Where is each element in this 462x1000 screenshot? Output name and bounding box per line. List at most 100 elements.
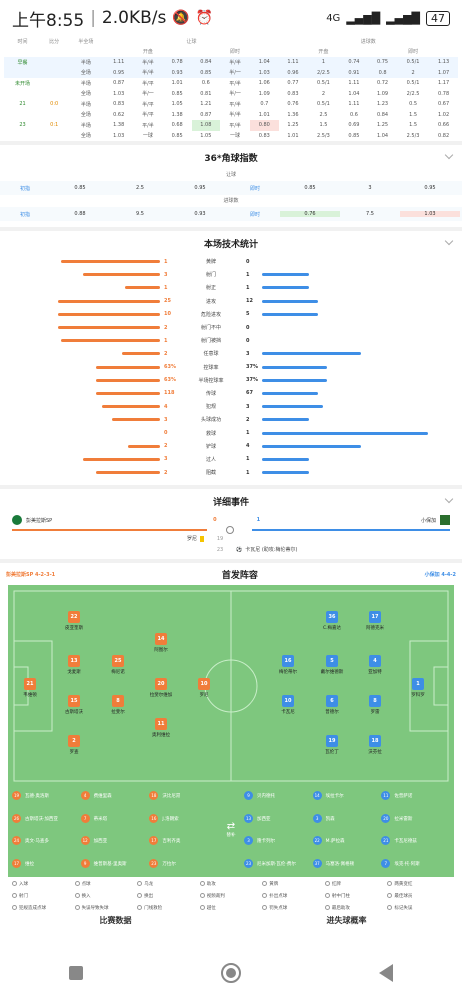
odds-cell: 0.78 (171, 59, 183, 66)
player[interactable]: 4 亚加特 (360, 655, 390, 675)
player-name: 皮亚奎斯 (65, 626, 83, 632)
stat-bar-away (262, 391, 318, 395)
odds-cell: 全场 (80, 112, 91, 119)
sub-player[interactable]: 12 加西亚 (80, 836, 150, 851)
sub-name: 马塞洛·佩格顿 (325, 861, 355, 867)
corner-header[interactable]: 36*角球指数 (0, 145, 462, 169)
player[interactable]: 36 C.梅嘉达 (317, 611, 347, 631)
sub-player[interactable]: 13 加西亚 (244, 813, 313, 829)
player[interactable]: 8 拉斐尔 (103, 695, 133, 715)
events-title: 详细事件 (212, 497, 249, 508)
sub-player[interactable]: 9 维普斯基·里奥斯 (80, 858, 150, 874)
player[interactable]: 20 拉斐尔维加 (146, 678, 176, 698)
player[interactable]: 13 戈麦斯 (59, 655, 89, 675)
player[interactable]: 19 瓦伦丁 (317, 735, 347, 755)
odds-cell: 1.25 (376, 122, 389, 129)
table-row[interactable]: 全场 1.03 一球 0.85 1.05 一球 0.83 1.01 2.5/3 0.85 1.04 2… (4, 131, 458, 142)
player[interactable]: 22 皮亚奎斯 (59, 611, 89, 631)
odds-cell: 0.83 (113, 101, 125, 108)
chevron-down-icon[interactable] (444, 150, 454, 160)
home-button[interactable] (221, 963, 241, 983)
player[interactable]: 10 卡瓦尼 (273, 695, 303, 715)
shirt-icon: 1 (412, 678, 424, 691)
legend-label: 红牌 (331, 882, 341, 888)
sub-player[interactable]: 17 吉利齐奥 (149, 836, 218, 851)
sub-player[interactable]: 3 隆卡列尔 (244, 836, 313, 851)
player[interactable]: 15 古斯塔沃 (59, 695, 89, 715)
sub-player[interactable]: 16 J.洛朗索 (149, 813, 218, 829)
sub-player[interactable]: 22 M.萨拉森 (312, 836, 382, 851)
player[interactable]: 25 梅尼诺 (103, 655, 133, 675)
sub-player[interactable]: 11 佐普萨诺 (381, 791, 450, 806)
chevron-down-icon[interactable] (444, 236, 454, 246)
sub-player[interactable]: 18 沃比尼昂 (149, 791, 218, 806)
player[interactable]: 1 罗科罗 (403, 678, 433, 698)
sub-player[interactable]: 37 马塞洛·佩格顿 (312, 858, 382, 874)
player-name: 戴尔维德斯 (320, 670, 344, 676)
player[interactable]: 8 罗雷 (360, 695, 390, 715)
corner-goals-row: 初指 0.88 9.5 0.93 即时 0.76 7.5 1.03 (0, 207, 462, 221)
player[interactable]: 10 罗尼 (189, 678, 219, 698)
sub-player[interactable]: 14 埃拉卡尔 (312, 791, 382, 806)
odds-cell: 1.04 (348, 90, 360, 97)
player[interactable]: 21 韦维顿 (15, 678, 45, 698)
sub-player[interactable]: 3 凯森 (312, 813, 382, 829)
odds-header: 进球数 (360, 38, 376, 45)
stat-bar-home (128, 444, 160, 448)
odds-cell (4, 89, 41, 100)
odds-cell: 全场 (80, 133, 91, 140)
stat-away-value: 5 (246, 311, 250, 318)
player[interactable]: 5 戴尔维德斯 (317, 655, 347, 675)
player-name: 罗尼 (199, 693, 209, 699)
table-row[interactable]: 未开场 半场 0.87 半/平 1.01 0.6 平/半 1.06 0.77 0.5/1 1.11 0… (4, 78, 458, 89)
sub-player[interactable]: 7 蒂米塔 (80, 813, 150, 829)
odds-cell: 0.62 (113, 111, 125, 118)
sub-player[interactable]: 21 卡瓦尼德兹 (381, 836, 450, 851)
sub-player[interactable]: 26 古斯塔沃·加西亚 (12, 813, 81, 829)
stats-header[interactable]: 本场技术统计 (0, 231, 462, 255)
sub-player[interactable]: 20 拉米雷斯 (381, 813, 450, 829)
odds-cell: 1.36 (287, 111, 299, 118)
odds-cell: 0.5/1 (317, 80, 330, 87)
table-row[interactable]: 23 0:1 半场 1.38 平/半 0.68 1.08 平/半 0.80 1.25 1.5 0.69… (4, 120, 458, 131)
sub-player[interactable]: 19 瓦德·奥洛斯 (12, 791, 81, 806)
sub-name: M.萨拉森 (325, 839, 345, 845)
player[interactable]: 6 普德尔 (317, 695, 347, 715)
player[interactable]: 2 罗查 (59, 735, 89, 755)
legend-item: 扑出点球 (262, 893, 325, 899)
odds-cell: 半/平 (142, 112, 154, 119)
table-row[interactable]: 全场 0.95 半/半 0.93 0.85 半/一 1.03 0.96 2/2.5 0.91 0.8… (4, 67, 458, 78)
tab-match-data[interactable]: 比赛数据 (99, 916, 132, 926)
sub-player[interactable]: 9 贝内德托 (244, 791, 313, 806)
table-row[interactable]: 早餐 半场 1.11 半/半 0.78 0.84 半/半 1.04 1.11 1 0.74 0.75 0… (4, 57, 458, 68)
odds-cell: 0:1 (50, 122, 59, 129)
sub-player[interactable]: 4 费维里森 (80, 791, 150, 806)
odds-cell: 0.91 (348, 69, 360, 76)
table-row[interactable]: 21 0:0 半场 0.83 半/平 1.05 1.21 平/半 0.7 0.76 0.5/1 1.1… (4, 99, 458, 110)
player[interactable]: 14 阿图尔 (146, 633, 176, 653)
sub-player[interactable]: 7 埃克·托·阿斯 (381, 858, 450, 874)
label: 即时 (249, 211, 260, 218)
odds-cell: 0:0 (50, 101, 59, 108)
back-button[interactable] (379, 964, 393, 982)
stat-away-value: 4 (246, 443, 250, 450)
sub-name: 万拉尔 (162, 861, 176, 867)
player[interactable]: 17 阿德克米 (360, 611, 390, 631)
odds-cell: 23 (19, 122, 26, 129)
sub-player[interactable]: 23 万拉尔 (149, 858, 218, 874)
stat-name: 危险进攻 (200, 311, 221, 318)
sub-player[interactable]: 24 奥文·马查多 (12, 836, 81, 851)
chevron-down-icon[interactable] (444, 494, 454, 504)
recent-apps-button[interactable] (69, 966, 83, 980)
table-row[interactable]: 全场 0.62 半/平 1.38 0.87 半/半 1.01 1.36 2.5 0.6 0.84 1.… (4, 110, 458, 121)
sub-player[interactable]: 23 尼米加斯·瓦伦·费尔 (244, 858, 313, 874)
events-header[interactable]: 详细事件 (0, 489, 462, 513)
sub-player[interactable]: 17 维拉 (12, 858, 81, 874)
player-name: 韦维顿 (23, 693, 37, 699)
player[interactable]: 11 奥利维拉 (146, 718, 176, 738)
legend-label: 扑出点球 (269, 894, 288, 900)
tab-goal-probability[interactable]: 进失球概率 (326, 916, 367, 926)
player[interactable]: 18 沃芬拉 (360, 735, 390, 755)
table-row[interactable]: 全场 1.03 半/一 0.85 0.81 半/一 1.09 0.83 2 1.04 1.09 2/2… (4, 89, 458, 100)
player[interactable]: 16 梅伦蒂尔 (273, 655, 303, 675)
